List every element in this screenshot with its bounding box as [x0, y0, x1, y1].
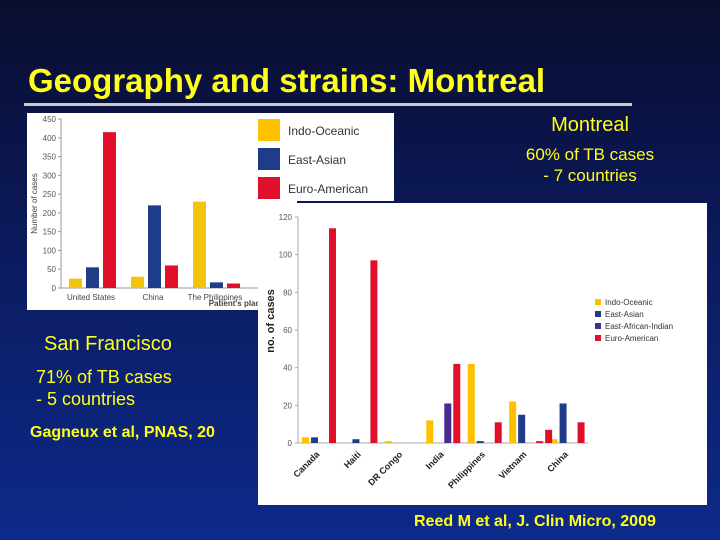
slide-title: Geography and strains: Montreal — [28, 62, 546, 99]
y-tick-label: 80 — [283, 288, 292, 297]
legend-swatch-indo-oceanic — [258, 119, 280, 141]
title-divider — [24, 103, 632, 106]
bar-euro-american-0 — [329, 228, 336, 443]
y-tick-label: 300 — [43, 171, 57, 180]
legend-label: East-Asian — [605, 310, 644, 319]
bar-extra-5 — [545, 429, 553, 443]
y-tick-label: 120 — [279, 213, 293, 222]
bar-indo-oceanic-0 — [302, 437, 309, 443]
y-tick-label: 20 — [283, 401, 292, 410]
bar-indo-oceanic-0 — [69, 278, 82, 288]
bar-indo-oceanic-1 — [131, 276, 144, 288]
citation-montreal: Reed M et al, J. Clin Micro, 2009 — [414, 513, 656, 530]
x-tick-label: United States — [67, 293, 115, 302]
legend-item-east-asian: East-Asian — [258, 148, 392, 170]
sf-bar-chart: 0 50 100 150 200 250 300 350 400 450 Number of cas… — [30, 115, 290, 308]
bar-euro-american-6 — [577, 422, 585, 443]
legend-label: Euro-American — [605, 334, 658, 343]
legend-item-indo-oceanic: Indo-Oceanic — [258, 119, 392, 141]
y-tick-label: 0 — [288, 439, 293, 448]
citation-sf: Gagneux et al, PNAS, 20 — [30, 424, 215, 441]
legend-label: Euro-American — [288, 182, 369, 196]
legend-swatch — [595, 299, 601, 305]
y-tick-label: 0 — [52, 284, 57, 293]
y-tick-label: 40 — [283, 364, 292, 373]
x-tick-label: Vietnam — [497, 449, 529, 481]
bar-euro-american-5 — [536, 441, 544, 443]
y-tick-label: 400 — [43, 134, 57, 143]
y-tick-label: 50 — [47, 265, 56, 274]
bar-indo-oceanic-4 — [467, 363, 475, 443]
legend-swatch-east-asian — [258, 148, 280, 170]
bar-east-asian-0 — [86, 267, 99, 288]
bar-indo-oceanic-5 — [509, 401, 517, 443]
bar-indo-oceanic-2 — [384, 441, 392, 443]
sf-stat-line1: 71% of TB cases — [36, 367, 172, 387]
y-tick-label: 100 — [279, 251, 293, 260]
y-tick-label: 150 — [43, 228, 57, 237]
x-tick-label: China — [143, 293, 164, 302]
bar-indo-oceanic-3 — [426, 420, 434, 443]
x-tick-label: Haiti — [342, 449, 363, 470]
x-tick-label: India — [424, 449, 447, 472]
legend-swatch — [595, 335, 601, 341]
y-tick-label: 200 — [43, 209, 57, 218]
x-tick-label: Canada — [291, 449, 322, 480]
montreal-stat-line1: 60% of TB cases — [525, 145, 655, 164]
y-axis-label: Number of cases — [30, 173, 39, 233]
y-tick-label: 60 — [283, 326, 292, 335]
bar-east-asian-1 — [148, 205, 161, 288]
bar-indo-oceanic-6 — [550, 439, 558, 443]
bar-euro-american-1 — [370, 260, 378, 443]
bar-east-asian-4 — [476, 441, 484, 443]
x-tick-label: The Philippines — [188, 293, 243, 302]
legend-label: Indo-Oceanic — [288, 124, 360, 138]
montreal-chart-panel: 0 20 40 60 80 100 120 no. of cases Canada Haiti DR… — [258, 203, 707, 505]
y-tick-label: 450 — [43, 115, 57, 124]
y-tick-label: 350 — [43, 153, 57, 162]
x-tick-label: China — [545, 449, 570, 474]
bar-east-asian-2 — [210, 282, 223, 288]
bar-east-asian-6 — [559, 403, 567, 443]
legend-label: East-African-Indian — [605, 322, 673, 331]
montreal-heading: Montreal — [551, 114, 629, 136]
x-tick-label: Philippines — [446, 449, 487, 490]
legend-swatch — [595, 311, 601, 317]
legend: Indo-Oceanic East-Asian Euro-American — [254, 113, 394, 201]
legend-swatch-euro-american — [258, 177, 280, 199]
legend-label: East-Asian — [288, 153, 347, 167]
sf-stat-line2: - 5 countries — [36, 389, 136, 409]
sf-chart-panel: 0 50 100 150 200 250 300 350 400 450 Number of cas… — [27, 113, 297, 310]
x-axis-label: Patient's place of birt — [209, 299, 290, 308]
montreal-stat-line2: - 7 countries — [543, 166, 637, 185]
x-tick-label: DR Congo — [366, 449, 405, 488]
bar-euro-american-4 — [494, 422, 502, 443]
legend-label: Indo-Oceanic — [605, 298, 653, 307]
y-tick-label: 250 — [43, 190, 57, 199]
legend-item-euro-american: Euro-American — [258, 177, 392, 199]
sf-heading: San Francisco — [44, 333, 172, 355]
y-axis-label: no. of cases — [265, 289, 277, 353]
legend-swatch — [595, 323, 601, 329]
montreal-bar-chart: 0 20 40 60 80 100 120 no. of cases Canada Haiti DR… — [265, 213, 673, 490]
bar-east-african-indian-3 — [444, 403, 452, 443]
bar-euro-american-0 — [103, 132, 116, 288]
bar-east-asian-5 — [518, 414, 526, 443]
y-tick-label: 100 — [43, 246, 57, 255]
bar-indo-oceanic-2 — [193, 201, 206, 288]
bar-euro-american-3 — [453, 363, 461, 443]
bar-euro-american-1 — [165, 265, 178, 288]
bar-east-asian-1 — [352, 439, 360, 443]
bar-euro-american-2 — [227, 283, 240, 288]
bar-east-asian-0 — [311, 437, 318, 443]
